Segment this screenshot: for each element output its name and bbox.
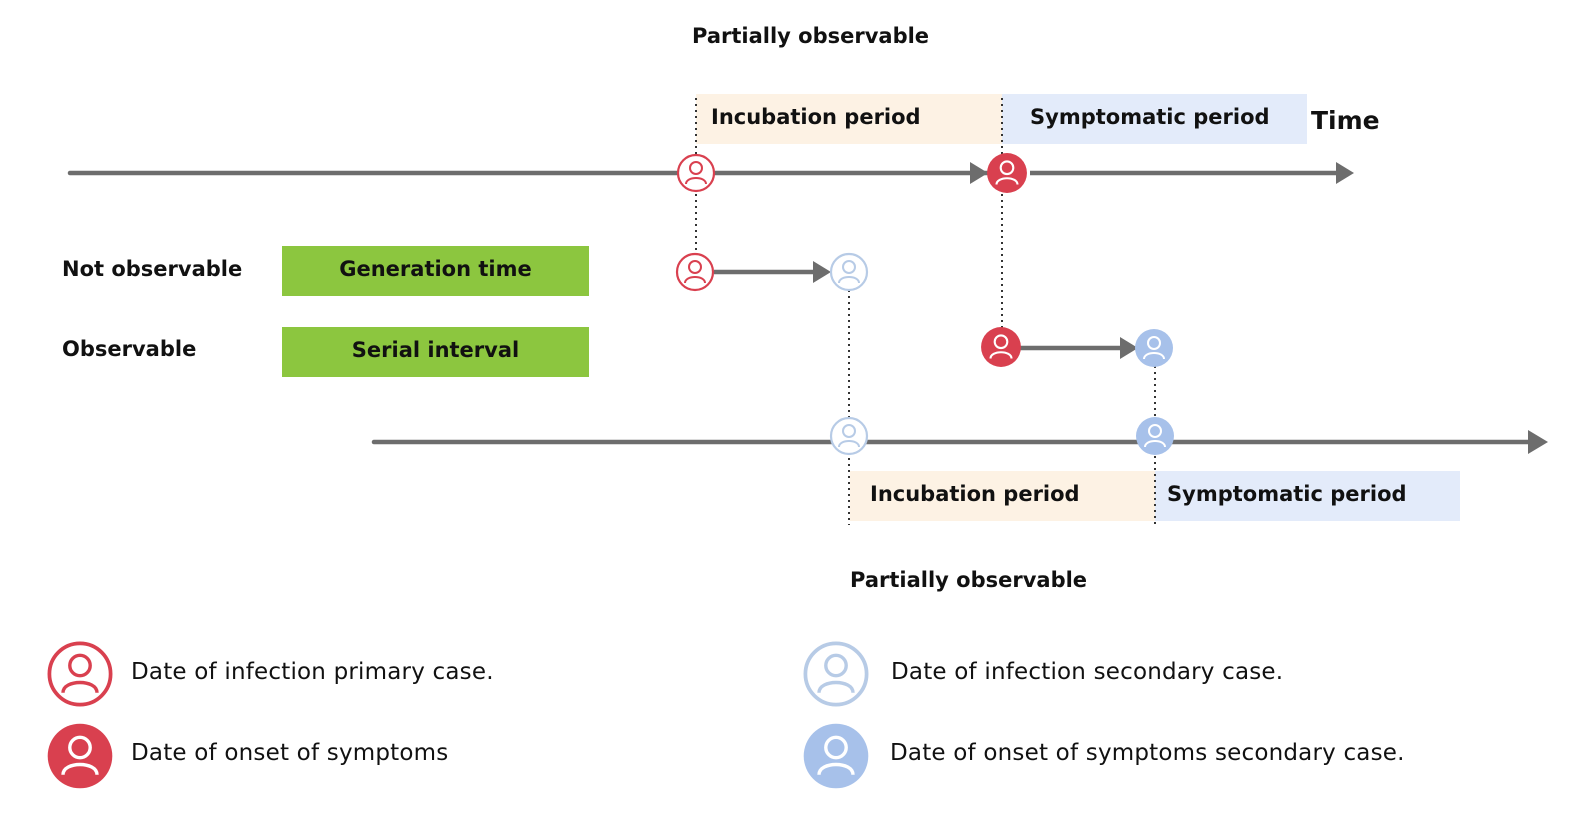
secondary-timeline-arrowhead [1528,430,1548,454]
legend-onset-primary-text: Date of onset of symptoms [131,740,449,766]
bottom-incubation-box [850,471,1155,521]
serial-interval-label: Serial interval [351,338,520,362]
serial-interval-arrowhead [1120,337,1138,359]
bottom-incubation-label: Incubation period [870,482,1080,506]
bottom-symptomatic-box [1155,471,1460,521]
primary-timeline-arrowhead [1336,162,1354,184]
observable-label: Observable [62,337,197,361]
person-outline-blue-icon [829,416,869,456]
person-filled-red-icon [980,326,1022,368]
person-filled-red-icon [986,152,1028,194]
bottom-symptomatic-label: Symptomatic period [1167,482,1407,506]
onset-arrowhead-top [970,162,988,184]
top-incubation-box [696,94,1002,144]
person-outline-red-icon [676,153,716,193]
serial-interval-box [282,327,589,377]
person-outline-blue-icon [829,252,869,292]
top-symptomatic-box [1002,94,1307,144]
bottom-partially-observable-label: Partially observable [850,568,1088,592]
generation-time-box [282,246,589,296]
person-outline-red-icon [675,252,715,292]
person-filled-blue-icon [1134,328,1174,368]
legend-onset-secondary-text: Date of onset of symptoms secondary case… [890,740,1405,766]
top-symptomatic-label: Symptomatic period [1030,105,1270,129]
legend-person-outline-red-icon [47,641,113,707]
not-observable-label: Not observable [62,257,243,281]
top-partially-observable-label: Partially observable [692,24,930,48]
time-axis-label: Time [1311,106,1380,135]
legend-infection-primary-text: Date of infection primary case. [131,659,494,685]
generation-time-arrowhead [813,261,831,283]
legend-person-filled-blue-icon [802,722,870,790]
top-incubation-label: Incubation period [711,105,921,129]
person-filled-blue-icon [1135,416,1175,456]
legend-infection-secondary-text: Date of infection secondary case. [891,659,1284,685]
legend-person-filled-red-icon [46,722,114,790]
legend-person-outline-blue-icon [803,641,869,707]
generation-time-label: Generation time [339,257,532,281]
